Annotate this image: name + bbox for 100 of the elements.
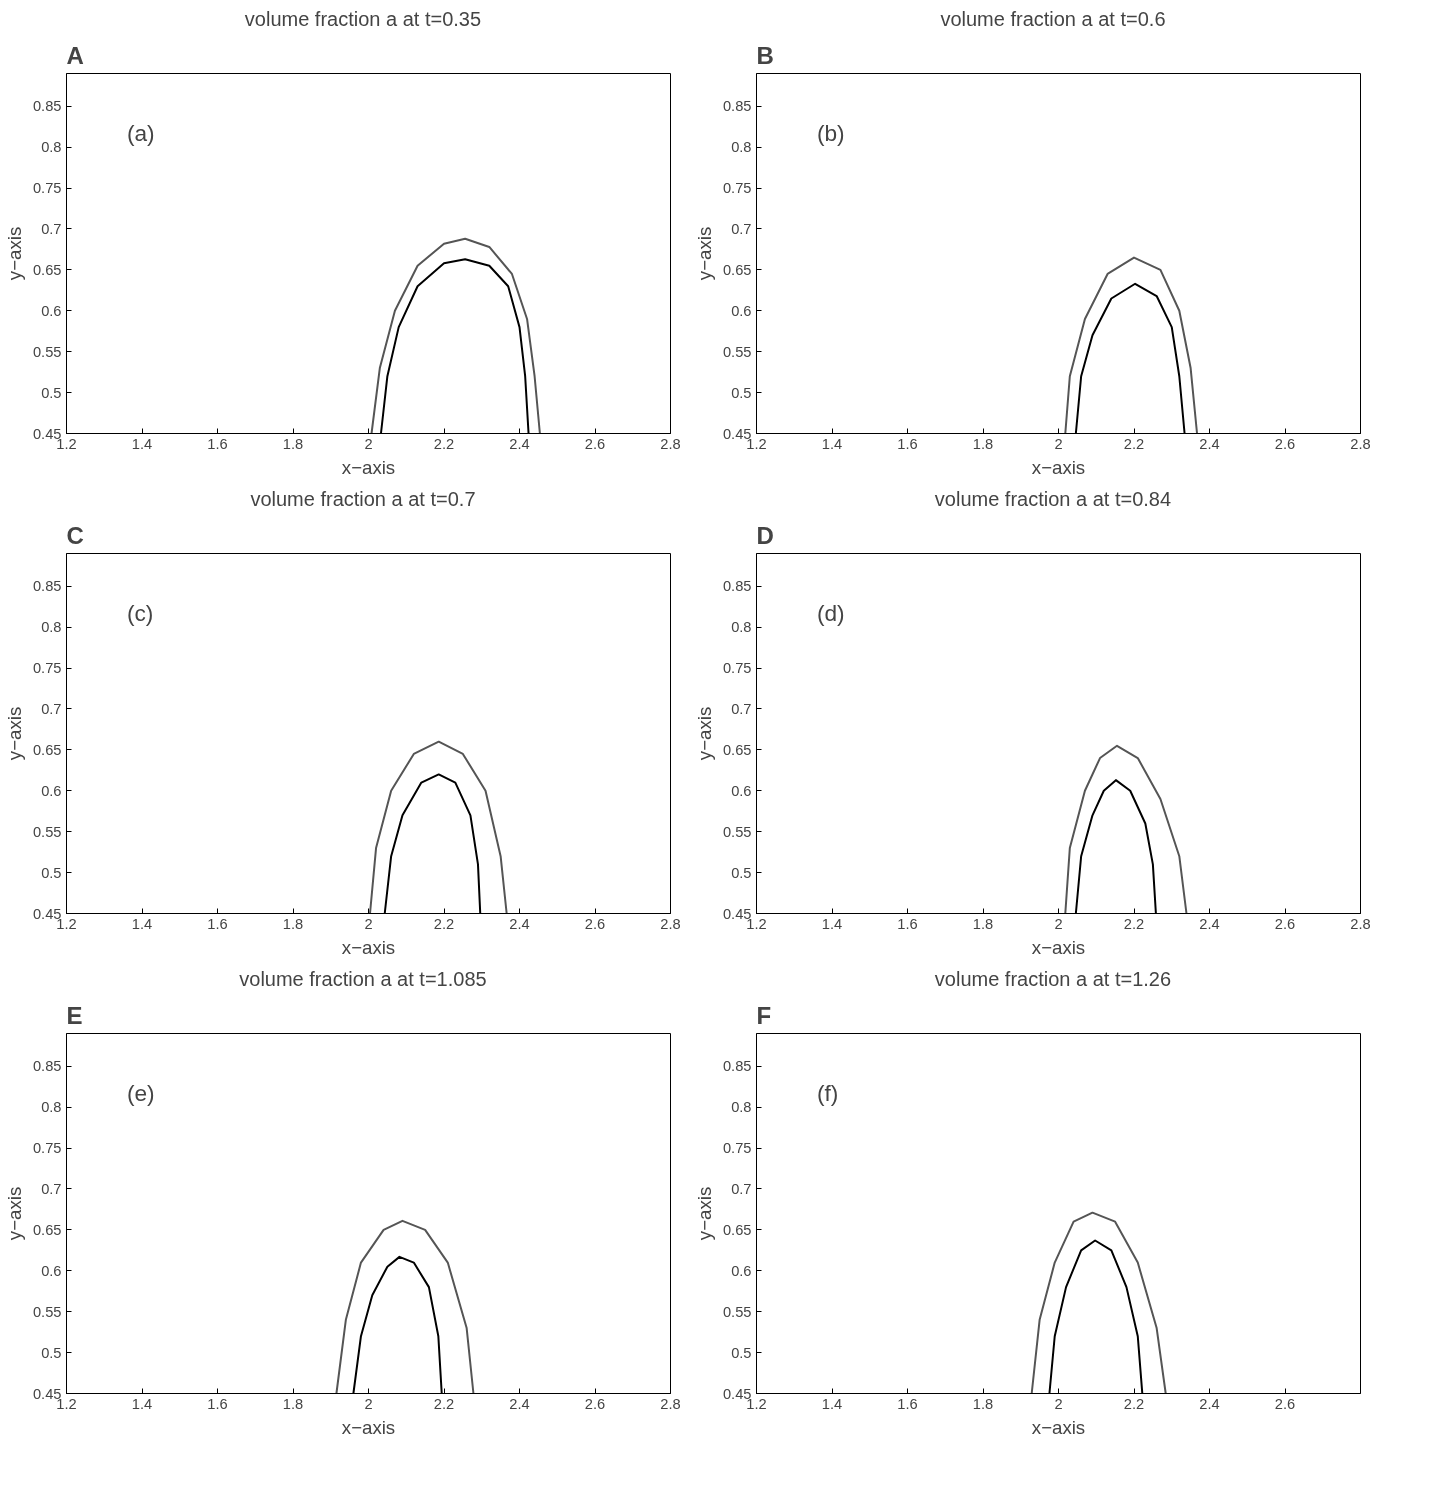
chart-title: volume fraction a at t=0.6 [940, 7, 1166, 30]
x-axis-title: x−axis [341, 1416, 396, 1438]
chart-title: volume fraction a at t=0.7 [250, 487, 476, 510]
y-axis-title: y−axis [693, 1186, 715, 1241]
y-tick-label: 0.5 [41, 384, 62, 401]
y-tick-label: 0.8 [731, 139, 752, 156]
annotation: (f) [816, 1079, 839, 1106]
y-tick-label: 0.8 [731, 1099, 752, 1116]
text: F [756, 1001, 772, 1029]
x-axis-title: x−axis [341, 456, 396, 478]
y-tick-label: 0.75 [722, 180, 752, 197]
x-tick-label: 2.4 [1199, 915, 1220, 932]
annotation: (d) [816, 599, 845, 626]
annotation: (c) [126, 599, 154, 626]
y-tick-label: 0.5 [41, 864, 62, 881]
x-tick-label: 2.4 [1199, 435, 1220, 452]
x-tick-label: 2.2 [433, 1395, 455, 1412]
x-tick-label: 1.6 [897, 1395, 918, 1412]
x-tick-label: 2 [1054, 1395, 1063, 1412]
y-tick-label: 0.55 [722, 823, 752, 840]
y-tick-label: 0.85 [722, 98, 752, 115]
x-axis-title: x−axis [1031, 1416, 1086, 1438]
x-tick-label: 2.4 [509, 915, 530, 932]
x-tick-label: 2.6 [584, 435, 606, 452]
x-axis-title: x−axis [1031, 936, 1086, 958]
y-tick-label: 0.75 [722, 1140, 752, 1157]
y-tick-label: 0.8 [41, 139, 62, 156]
x-tick-label: 2.2 [433, 915, 455, 932]
x-tick-label: 2 [364, 1395, 373, 1412]
x-tick-label: 2.8 [660, 915, 681, 932]
chart-title: volume fraction a at t=1.085 [239, 967, 487, 990]
x-tick-label: 2.8 [660, 435, 681, 452]
x-tick-label: 1.4 [131, 1395, 153, 1412]
text: D [756, 521, 774, 549]
y-tick-label: 0.75 [32, 180, 62, 197]
y-tick-label: 0.75 [32, 660, 62, 677]
x-tick-label: 1.6 [897, 915, 918, 932]
y-tick-label: 0.85 [32, 578, 62, 595]
y-tick-label: 0.65 [32, 741, 62, 758]
y-tick-label: 0.7 [731, 1180, 752, 1197]
y-tick-label: 0.55 [722, 343, 752, 360]
y-tick-label: 0.5 [731, 384, 752, 401]
x-tick-label: 1.4 [821, 915, 843, 932]
y-tick-label: 0.65 [32, 261, 62, 278]
y-tick-label: 0.85 [722, 578, 752, 595]
y-tick-label: 0.8 [731, 619, 752, 636]
x-tick-label: 1.8 [282, 435, 304, 452]
x-tick-label: 1.6 [207, 1395, 228, 1412]
x-tick-label: 2.8 [1350, 435, 1371, 452]
y-tick-label: 0.6 [41, 782, 62, 799]
chart-title: volume fraction a at t=1.26 [934, 967, 1172, 990]
x-tick-label: 1.6 [207, 915, 228, 932]
y-tick-label: 0.75 [722, 660, 752, 677]
y-tick-label: 0.75 [32, 1140, 62, 1157]
y-tick-label: 0.6 [731, 782, 752, 799]
x-tick-label: 1.8 [972, 1395, 994, 1412]
x-tick-label: 2 [1054, 435, 1063, 452]
y-tick-label: 0.85 [722, 1058, 752, 1075]
y-tick-label: 0.85 [32, 1058, 62, 1075]
annotation: (b) [816, 119, 845, 146]
text: A [66, 41, 84, 69]
text: C [66, 521, 84, 549]
x-tick-label: 2.6 [1274, 1395, 1296, 1412]
x-tick-label: 2.6 [584, 915, 606, 932]
x-tick-label: 1.6 [207, 435, 228, 452]
x-tick-label: 1.8 [282, 915, 304, 932]
x-tick-label: 2.4 [509, 435, 530, 452]
x-tick-label: 1.4 [821, 1395, 843, 1412]
y-tick-label: 0.55 [32, 823, 62, 840]
y-tick-label: 0.65 [722, 1221, 752, 1238]
x-tick-label: 1.4 [131, 915, 153, 932]
text: E [66, 1001, 83, 1029]
y-tick-label: 0.8 [41, 1099, 62, 1116]
chart-title: volume fraction a at t=0.84 [934, 487, 1172, 510]
x-axis-title: x−axis [341, 936, 396, 958]
x-tick-label: 1.4 [131, 435, 153, 452]
annotation: (a) [126, 119, 155, 146]
x-tick-label: 2.2 [433, 435, 455, 452]
x-tick-label: 2 [364, 915, 373, 932]
x-tick-label: 2 [1054, 915, 1063, 932]
x-tick-label: 1.6 [897, 435, 918, 452]
y-tick-label: 0.6 [731, 1262, 752, 1279]
y-tick-label: 0.7 [41, 1180, 62, 1197]
x-tick-label: 2.6 [584, 1395, 606, 1412]
chart-title: volume fraction a at t=0.35 [244, 7, 482, 30]
y-tick-label: 0.6 [731, 302, 752, 319]
y-tick-label: 0.55 [722, 1303, 752, 1320]
x-tick-label: 2.2 [1123, 1395, 1145, 1412]
x-axis-title: x−axis [1031, 456, 1086, 478]
x-tick-label: 2.6 [1274, 915, 1296, 932]
y-tick-label: 0.5 [41, 1344, 62, 1361]
y-tick-label: 0.7 [41, 220, 62, 237]
y-tick-label: 0.5 [731, 864, 752, 881]
x-tick-label: 2.6 [1274, 435, 1296, 452]
x-tick-label: 1.8 [972, 435, 994, 452]
y-tick-label: 0.6 [41, 1262, 62, 1279]
y-tick-label: 0.7 [731, 220, 752, 237]
y-tick-label: 0.85 [32, 98, 62, 115]
x-tick-label: 2.8 [1350, 915, 1371, 932]
y-tick-label: 0.7 [41, 700, 62, 717]
